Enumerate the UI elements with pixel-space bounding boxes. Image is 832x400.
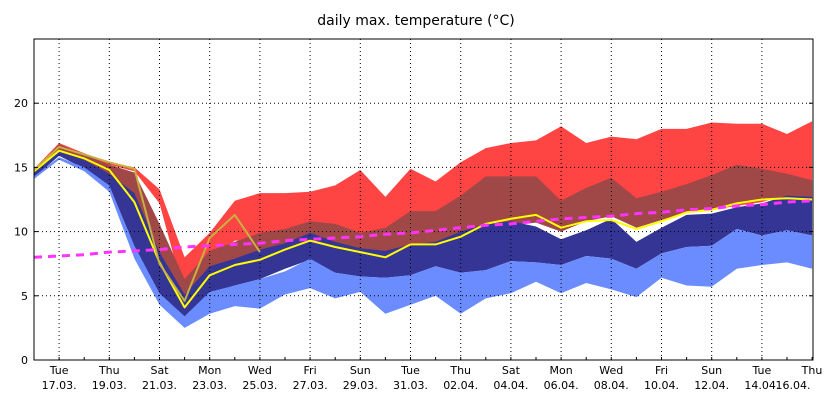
band-2: [34, 144, 813, 308]
y-tick-label: 15: [14, 161, 28, 174]
band-4: [34, 157, 813, 328]
x-tick-date: 29.03.: [343, 379, 378, 392]
band-3: [34, 150, 813, 319]
x-tick-date: 02.04.: [443, 379, 478, 392]
series-line-3: [33, 199, 813, 259]
x-axis: Tue 17.03. Thu 19.03. Sat 21.03. Mon 23.03. Wed 2…: [33, 357, 823, 392]
x-tick-date: 25.03.: [242, 379, 277, 392]
x-tick-date: 23.03.: [192, 379, 227, 392]
x-tick-date: 27.03.: [293, 379, 328, 392]
x-tick-day: Tue: [49, 364, 69, 377]
x-tick-date: 14.04.: [744, 379, 779, 392]
chart-title: daily max. temperature (°C): [317, 13, 515, 29]
x-tick-day: Sat: [502, 364, 521, 377]
x-tick-day: Wed: [599, 364, 623, 377]
y-tick-label: 20: [14, 97, 28, 110]
series-lines: [33, 145, 813, 309]
x-tick-day: Fri: [655, 364, 668, 377]
plot-frame: [33, 38, 814, 361]
x-tick-day: Mon: [198, 364, 221, 377]
x-tick-date: 10.04.: [644, 379, 679, 392]
y-tick-label: 0: [21, 354, 28, 367]
x-tick-day: Sat: [150, 364, 169, 377]
x-tick-day: Sun: [350, 364, 371, 377]
x-tick-day: Wed: [248, 364, 272, 377]
x-tick-day: Mon: [549, 364, 572, 377]
x-tick-date: 08.04.: [594, 379, 629, 392]
x-tick-date: 19.03.: [92, 379, 127, 392]
y-tick-label: 5: [21, 290, 28, 303]
x-tick-day: Tue: [752, 364, 772, 377]
ensemble-bands: [34, 121, 813, 328]
y-axis: 0 5 10 15 20: [14, 97, 813, 367]
x-tick-day: Thu: [801, 364, 823, 377]
y-tick-label: 10: [14, 226, 28, 239]
band-1: [34, 121, 813, 296]
x-tick-date: 04.04.: [493, 379, 528, 392]
x-tick-date: 21.03.: [142, 379, 177, 392]
series-line-2: [33, 145, 261, 302]
x-tick-day: Tue: [400, 364, 420, 377]
x-tick-day: Thu: [449, 364, 471, 377]
x-tick-date: 06.04.: [544, 379, 579, 392]
x-tick-date: 12.04.: [694, 379, 729, 392]
x-tick-date: 16.04.: [776, 379, 811, 392]
x-tick-day: Fri: [304, 364, 317, 377]
x-tick-date: 31.03.: [393, 379, 428, 392]
x-tick-day: Thu: [98, 364, 120, 377]
x-tick-date: 17.03.: [42, 379, 77, 392]
x-tick-day: Sun: [701, 364, 722, 377]
